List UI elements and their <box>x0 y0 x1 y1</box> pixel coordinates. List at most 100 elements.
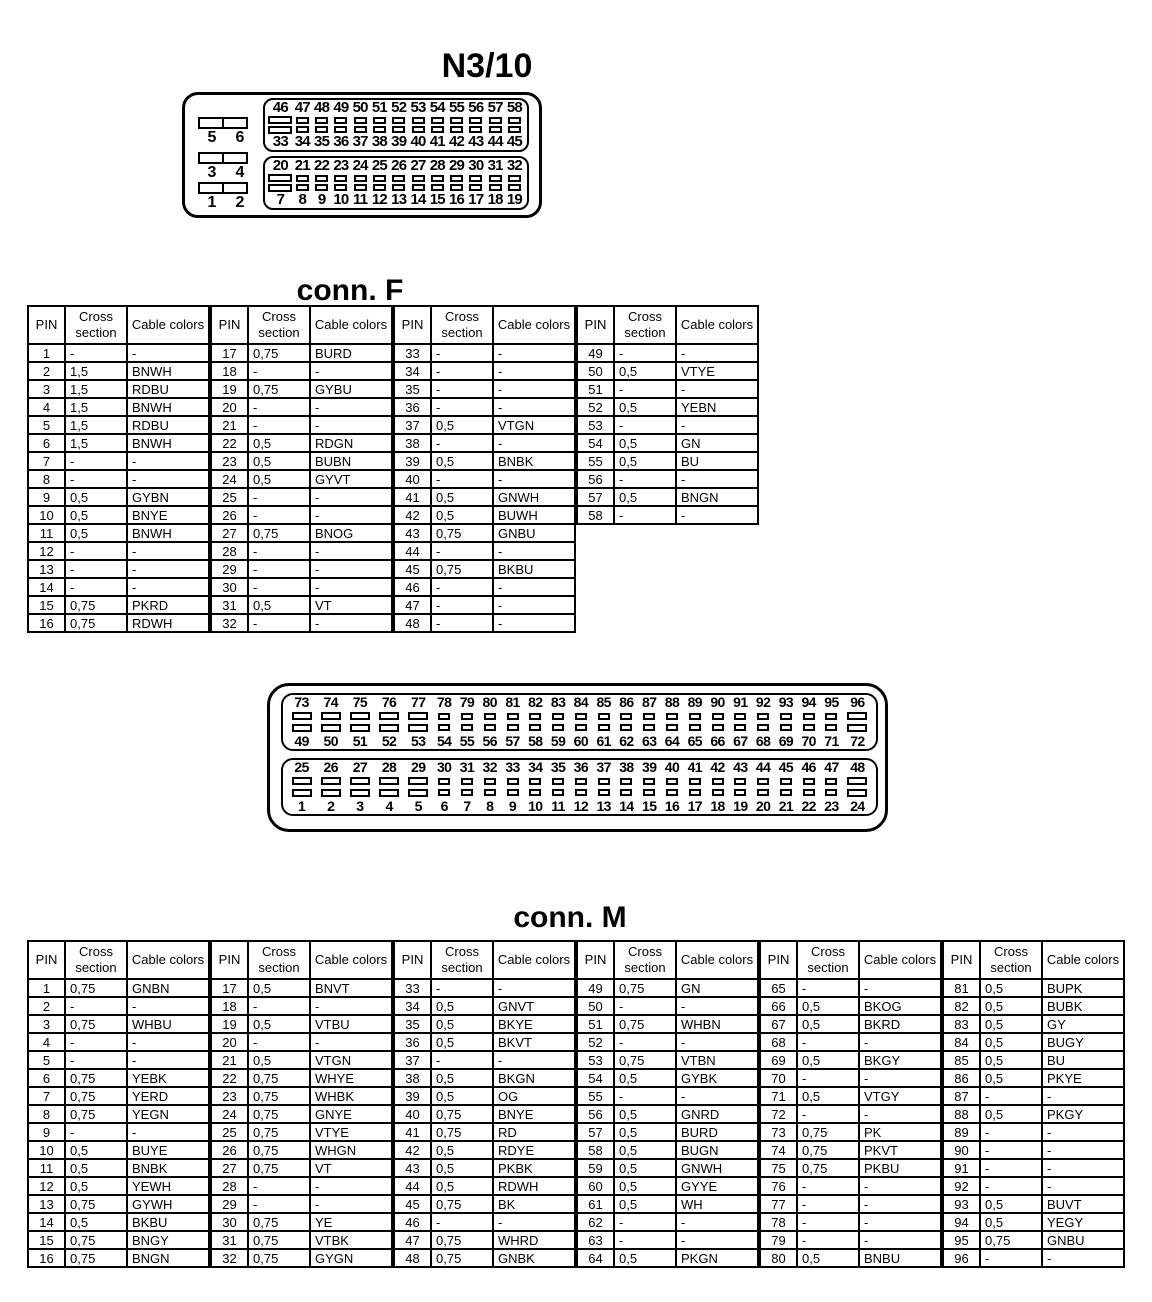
cable-colors-cell: RDBU <box>126 379 210 399</box>
pin-cell: 34 <box>393 361 432 381</box>
pin-column: 75 51 <box>345 695 374 748</box>
table-row: 28- - <box>210 1176 393 1196</box>
pin-number-bottom: 13 <box>391 191 407 208</box>
pin-contact-icon <box>392 184 406 191</box>
pin-contact-icon <box>552 778 565 785</box>
table-row: 61 0,5 WH <box>576 1194 759 1214</box>
cable-colors-cell: BUVT <box>1041 1194 1125 1214</box>
pin-column: 52 39 <box>389 100 408 149</box>
pin-cell: 56 <box>576 469 615 489</box>
table-row: 79- - <box>759 1230 942 1250</box>
table-row: 13- - <box>27 559 210 579</box>
pin-number-bottom: 65 <box>687 733 703 749</box>
pin-contact-icon <box>295 175 309 182</box>
cross-section-cell: 0,75 <box>613 978 677 998</box>
pin-cell: 64 <box>576 1248 615 1268</box>
connector-block-icon: 20 7 21 8 22 9 23 10 24 11 25 12 26 13 27 14 28 15 29 16 30 1… <box>263 156 529 210</box>
cross-section-cell: 0,5 <box>979 978 1043 998</box>
table-row: 44 0,5 RDWH <box>393 1176 576 1196</box>
pin-cell: 16 <box>27 1248 66 1268</box>
header-pin: PIN <box>759 940 798 980</box>
cross-section-cell: - <box>247 361 311 381</box>
cable-colors-cell: BNYE <box>126 505 210 525</box>
cross-section-cell: 0,5 <box>430 1014 494 1034</box>
pin-number-top: 56 <box>468 99 484 116</box>
pin-cell: 18 <box>210 996 249 1016</box>
table-row: 16 0,75 RDWH <box>27 613 210 633</box>
table-row: 29- - <box>210 1194 393 1214</box>
table-row: 15 0,75 BNGY <box>27 1230 210 1250</box>
pin-cell: 26 <box>210 505 249 525</box>
side-pin-rects <box>198 182 254 194</box>
cross-section-cell: - <box>247 415 311 435</box>
table-row: 37- - <box>393 1050 576 1070</box>
pin-column: 87 63 <box>638 695 661 748</box>
table-row: 15 0,75 PKRD <box>27 595 210 615</box>
cable-colors-cell: - <box>492 397 576 417</box>
pin-number-top: 50 <box>352 99 369 116</box>
cross-section-cell: - <box>979 1176 1043 1196</box>
table-row: 32 0,75 GYGN <box>210 1248 393 1268</box>
table-row: 64 0,5 PKGN <box>576 1248 759 1268</box>
pin-cell: 46 <box>393 1212 432 1232</box>
cross-section-cell: - <box>613 1212 677 1232</box>
pin-contact-icon <box>392 175 406 182</box>
pin-cell: 50 <box>576 996 615 1016</box>
table-row: 43 0,5 PKBK <box>393 1158 576 1178</box>
cross-section-cell: 1,5 <box>64 415 128 435</box>
pin-number-bottom: 67 <box>733 733 748 749</box>
pin-number-top: 22 <box>314 157 330 174</box>
pin-column: 29 5 <box>404 760 433 813</box>
pin-cell: 66 <box>759 996 798 1016</box>
cable-colors-cell: GYVT <box>309 469 393 489</box>
pin-column: 24 11 <box>351 158 370 207</box>
cable-colors-cell: - <box>675 1212 759 1232</box>
pin-number-top: 91 <box>733 694 748 710</box>
cross-section-cell: - <box>430 1212 494 1232</box>
pin-number-top: 46 <box>801 759 816 775</box>
cable-colors-cell: GNRD <box>675 1104 759 1124</box>
cross-section-cell: - <box>247 613 311 633</box>
table-row: 41 0,75 RD <box>393 1122 576 1142</box>
pin-contact-icon <box>847 723 868 732</box>
cable-colors-cell: VTYE <box>309 1122 393 1142</box>
pin-cell: 1 <box>27 978 66 998</box>
pin-number-bottom: 12 <box>573 798 589 814</box>
cable-colors-cell: - <box>1041 1158 1125 1178</box>
pin-contact-icon <box>802 778 815 785</box>
pin-cell: 26 <box>210 1140 249 1160</box>
pin-number-bottom: 17 <box>468 191 484 208</box>
cable-colors-cell: RDWH <box>126 613 210 633</box>
table-row: 76- - <box>759 1176 942 1196</box>
pin-cell: 29 <box>210 559 249 579</box>
pin-cell: 2 <box>27 996 66 1016</box>
cable-colors-cell: - <box>309 1032 393 1052</box>
table-row: 75 0,75 PKBU <box>759 1158 942 1178</box>
cable-colors-cell: YEBK <box>126 1068 210 1088</box>
cross-section-cell: 0,5 <box>613 433 677 453</box>
cable-colors-cell: WH <box>675 1194 759 1214</box>
pin-cell: 37 <box>393 415 432 435</box>
table-row: 22 0,75 WHYE <box>210 1068 393 1088</box>
pin-cell: 76 <box>759 1176 798 1196</box>
cross-section-cell: 0,5 <box>64 1140 128 1160</box>
pin-contact-icon <box>438 724 451 731</box>
pin-contact-icon <box>506 789 519 796</box>
pin-cell: 72 <box>759 1104 798 1124</box>
pin-cell: 49 <box>576 343 615 363</box>
pin-cell: 61 <box>576 1194 615 1214</box>
header-pin: PIN <box>27 305 66 345</box>
pin-contact-icon <box>488 117 502 124</box>
conn-f-title: conn. F <box>296 273 404 307</box>
pin-contact-icon <box>408 723 429 732</box>
pin-cell: 9 <box>27 1122 66 1142</box>
cross-section-cell: 0,75 <box>64 595 128 615</box>
table-row: 65- - <box>759 978 942 998</box>
header-row: PIN Cross section Cable colors <box>942 940 1125 980</box>
cross-section-cell: - <box>613 505 677 525</box>
cable-colors-cell: GNBN <box>126 978 210 998</box>
cross-section-cell: 0,5 <box>430 1176 494 1196</box>
pin-cell: 21 <box>210 1050 249 1070</box>
pin-number: 5 <box>207 129 217 146</box>
